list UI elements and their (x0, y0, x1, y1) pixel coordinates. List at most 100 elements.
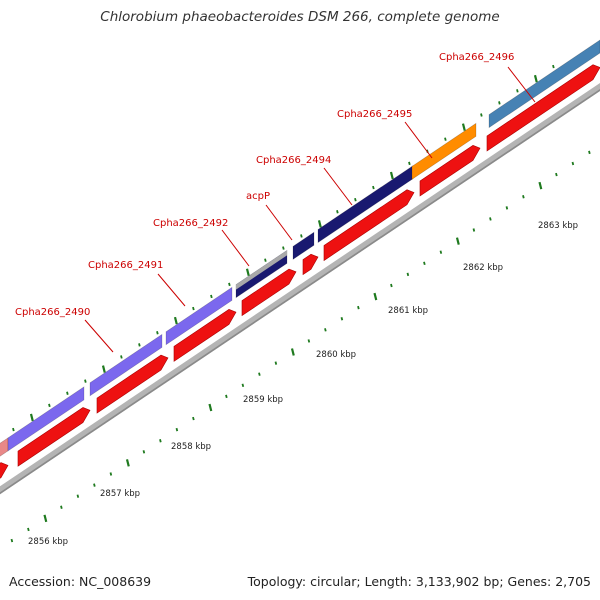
minor-tick (372, 185, 375, 190)
map-title: Chlorobium phaeobacteroides DSM 266, com… (100, 9, 500, 25)
kbp-scale-label: 2860 kbp (316, 350, 356, 360)
gene-label[interactable]: Cpha266_2495 (337, 109, 412, 120)
minor-tick (324, 328, 327, 332)
gene-bar[interactable] (165, 286, 233, 346)
major-tick (290, 348, 295, 356)
minor-tick (423, 261, 426, 266)
cds-arrow[interactable] (302, 253, 319, 276)
gene-label[interactable]: Cpha266_2492 (153, 218, 228, 229)
major-tick (533, 74, 538, 83)
minor-tick (408, 161, 411, 166)
gene-label-leader (221, 229, 250, 267)
major-tick (29, 413, 34, 422)
minor-tick (48, 403, 51, 408)
cds-arrow[interactable] (173, 309, 237, 362)
gene-label-leader (157, 273, 186, 307)
major-tick (455, 237, 460, 245)
minor-tick (472, 228, 476, 232)
major-tick (101, 365, 106, 373)
minor-tick (439, 250, 443, 254)
minor-tick (120, 355, 123, 359)
minor-tick (60, 505, 63, 509)
minor-tick (390, 283, 393, 288)
minor-tick (10, 538, 14, 543)
minor-tick (66, 391, 69, 395)
minor-tick (258, 372, 261, 376)
gene-bar[interactable] (411, 122, 477, 180)
major-tick (125, 459, 130, 467)
cds-arrow[interactable] (17, 407, 91, 467)
cds-arrow[interactable] (0, 462, 9, 485)
gene-label[interactable]: Cpha266_2490 (15, 307, 90, 318)
major-tick (373, 292, 378, 301)
gene-bar-cap (236, 250, 287, 290)
minor-tick (357, 305, 360, 310)
gene-bar[interactable] (89, 333, 163, 397)
minor-tick (142, 450, 146, 454)
minor-tick (588, 150, 591, 155)
minor-tick (12, 427, 15, 432)
minor-tick (159, 439, 162, 443)
minor-tick (84, 379, 87, 383)
gene-label-leader (507, 66, 536, 103)
minor-tick (192, 306, 195, 311)
gene-bar[interactable] (0, 437, 9, 463)
gene-label-leader (404, 121, 433, 159)
gene-bar[interactable] (292, 231, 315, 260)
cds-arrow[interactable] (486, 64, 600, 152)
minor-tick (505, 206, 509, 210)
minor-tick (225, 394, 228, 399)
minor-tick (444, 137, 447, 141)
minor-tick (522, 195, 525, 199)
minor-tick (156, 331, 159, 335)
minor-tick (300, 234, 303, 238)
minor-tick (274, 361, 278, 365)
accession-text: Accession: NC_008639 (9, 574, 152, 589)
cds-arrow[interactable] (323, 189, 415, 262)
major-tick (245, 268, 250, 277)
minor-tick (76, 494, 80, 498)
major-tick (317, 220, 322, 228)
major-tick (43, 514, 48, 523)
minor-tick (498, 101, 501, 105)
minor-tick (109, 472, 113, 476)
cds-arrow[interactable] (419, 145, 481, 197)
minor-tick (555, 172, 558, 177)
kbp-scale-label: 2857 kbp (100, 489, 140, 499)
kbp-scale-label: 2861 kbp (388, 306, 428, 316)
minor-tick (336, 210, 339, 214)
minor-tick (354, 197, 357, 202)
kbp-scale-label: 2859 kbp (243, 395, 283, 405)
gene-label-leader (84, 319, 114, 353)
gene-label-leader (323, 167, 353, 206)
minor-tick (489, 217, 492, 221)
minor-tick (27, 527, 30, 532)
minor-tick (93, 483, 96, 487)
minor-tick (340, 317, 344, 321)
major-tick (389, 171, 394, 180)
cds-arrow[interactable] (96, 354, 169, 414)
gene-label[interactable]: Cpha266_2491 (88, 260, 163, 271)
minor-tick (282, 246, 285, 250)
major-tick (208, 403, 213, 412)
kbp-scale-label: 2863 kbp (538, 221, 578, 231)
minor-tick (138, 343, 141, 347)
kbp-scale-label: 2856 kbp (28, 537, 68, 547)
gene-label[interactable]: acpP (246, 191, 270, 202)
gene-label[interactable]: Cpha266_2496 (439, 52, 514, 63)
gene-bar[interactable] (7, 386, 85, 452)
major-tick (538, 181, 543, 190)
gene-label[interactable]: Cpha266_2494 (256, 155, 331, 166)
minor-tick (175, 427, 179, 432)
minor-tick (552, 64, 555, 69)
gene-label-leader (265, 204, 293, 241)
minor-tick (192, 416, 195, 421)
kbp-scale-label: 2858 kbp (171, 442, 211, 452)
kbp-scale-label: 2862 kbp (463, 263, 503, 273)
gene-bar[interactable] (488, 39, 600, 129)
minor-tick (516, 89, 519, 93)
minor-tick (480, 113, 483, 117)
minor-tick (571, 161, 575, 166)
cds-arrow[interactable] (241, 268, 297, 317)
